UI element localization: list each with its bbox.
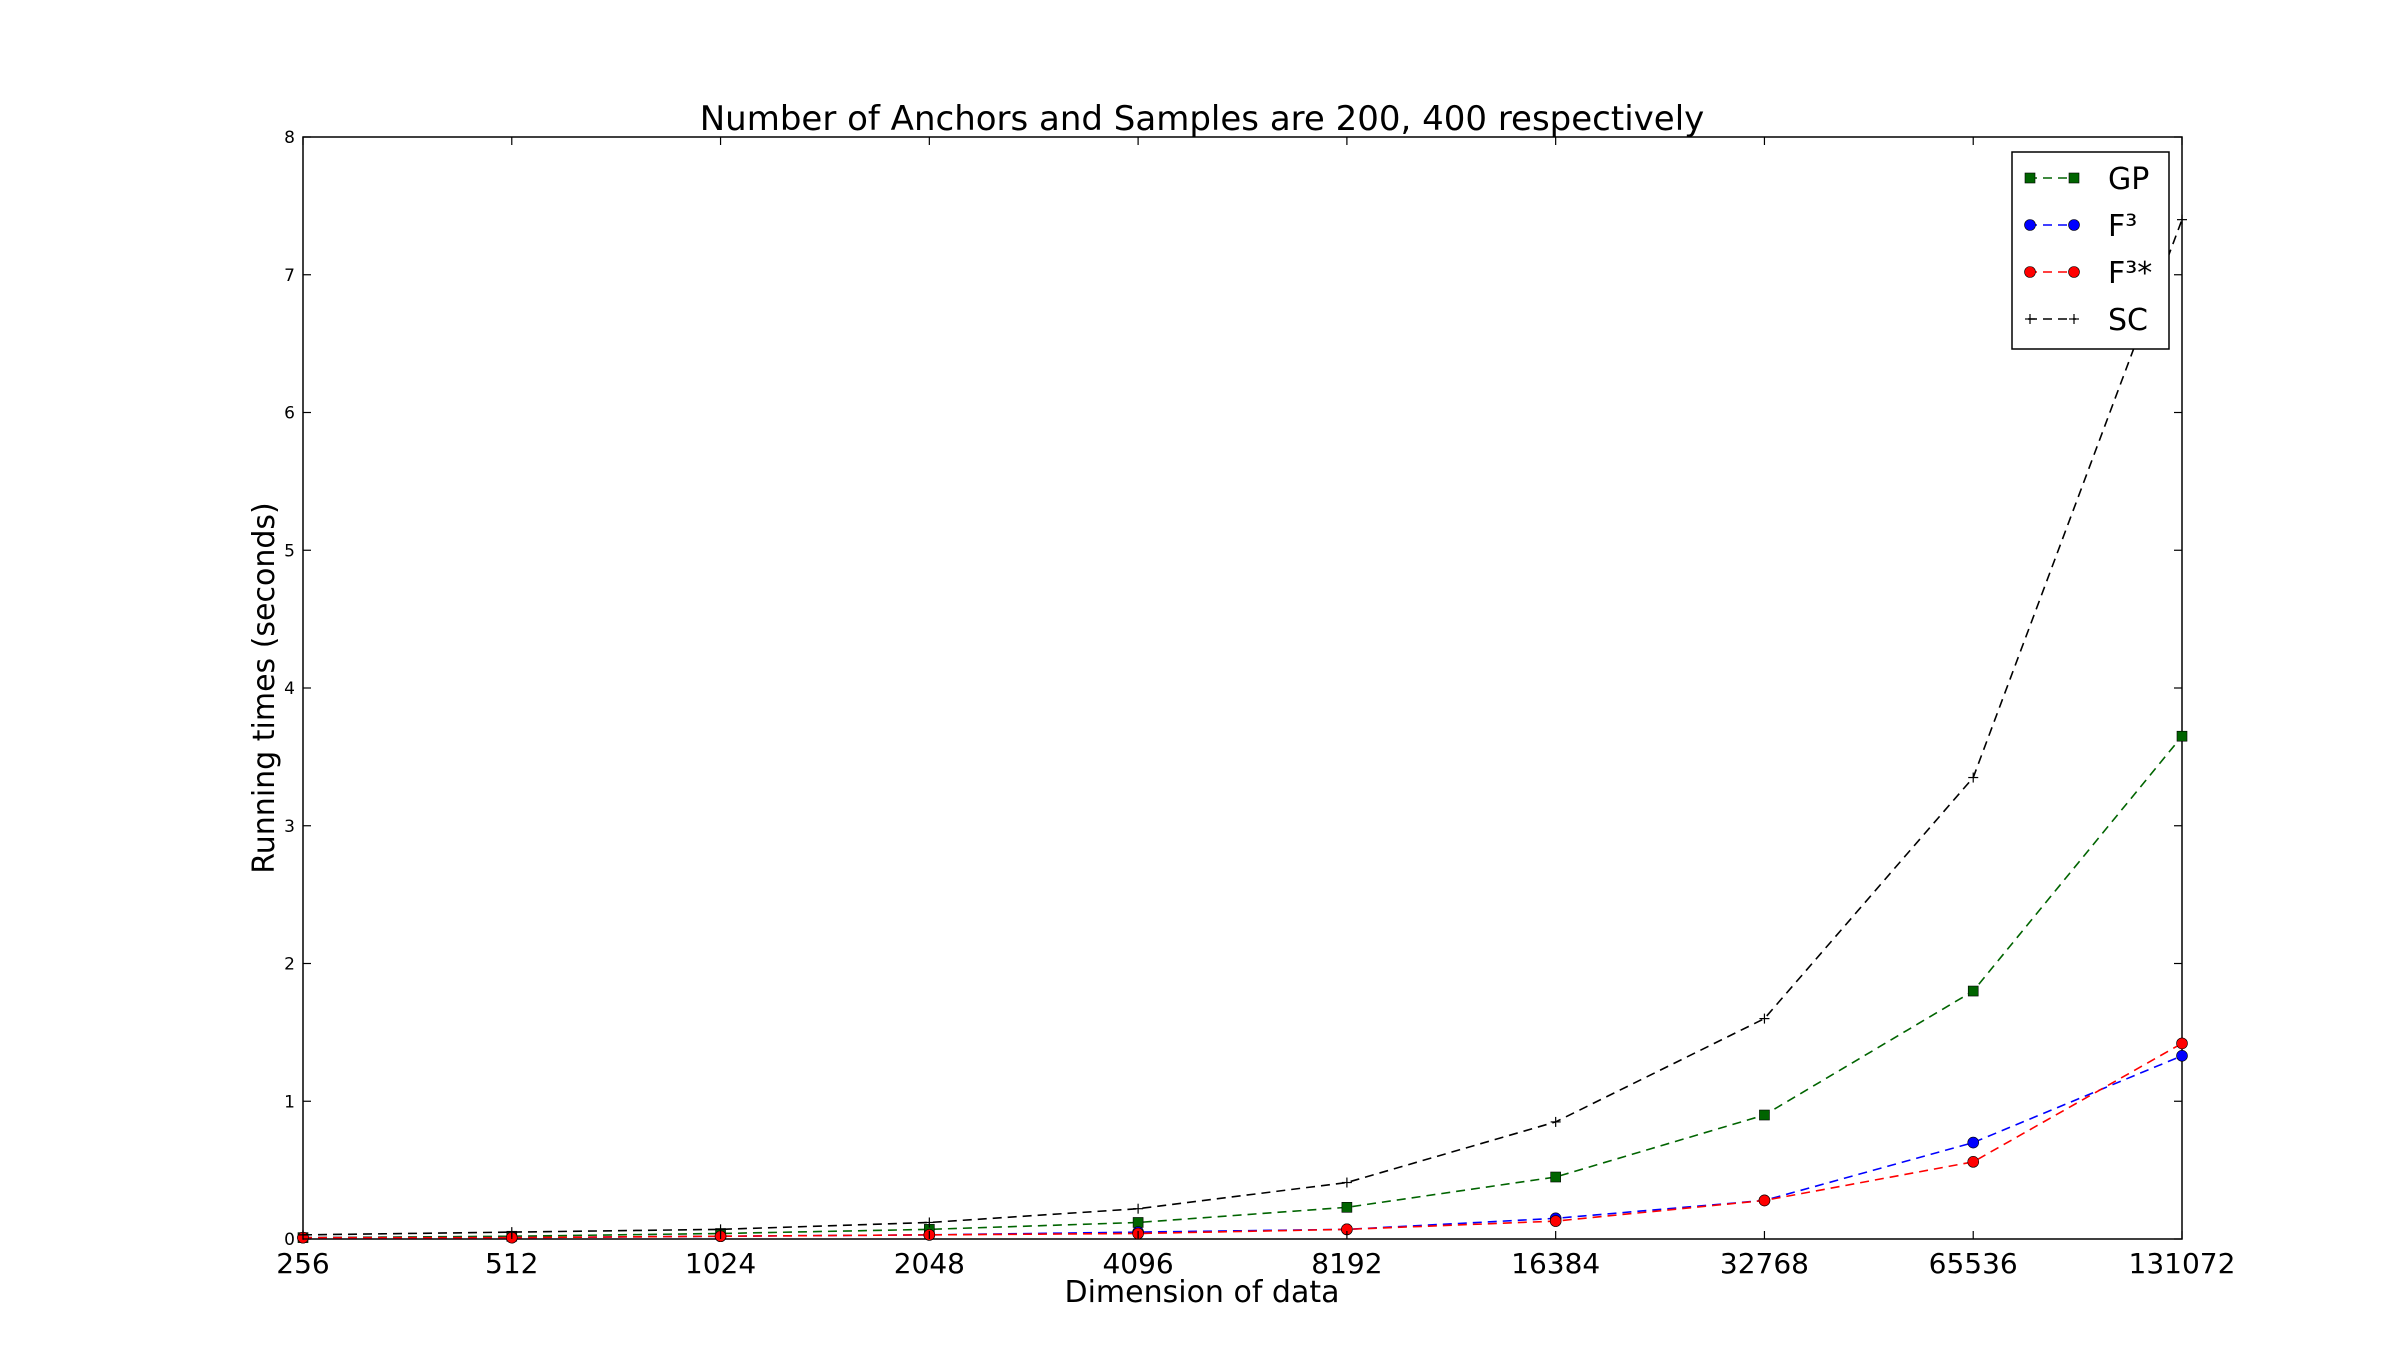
legend-marker xyxy=(2068,219,2080,231)
series-0-point xyxy=(1132,1217,1144,1228)
x-tick-label: 8192 xyxy=(1311,1247,1382,1280)
y-tick-label: 4 xyxy=(284,679,295,699)
series-3-point xyxy=(1968,772,1979,783)
legend-box xyxy=(2011,151,2170,350)
legend-entry-label: SC xyxy=(2108,303,2148,338)
x-tick-label: 32768 xyxy=(1720,1247,1809,1280)
legend-marker xyxy=(2024,219,2036,231)
series-0-point xyxy=(1550,1171,1561,1183)
chart-title: Number of Anchors and Samples are 200, 4… xyxy=(700,99,1705,139)
series-1-point xyxy=(1967,1136,1980,1149)
y-tick-label: 2 xyxy=(284,955,295,975)
x-tick-label: 16384 xyxy=(1511,1247,1600,1280)
series-line-0 xyxy=(302,735,2183,1239)
legend-entry-label: F³ xyxy=(2108,209,2137,244)
y-tick-label: 7 xyxy=(284,266,295,286)
series-2-point xyxy=(2176,1037,2188,1050)
y-tick-label: 0 xyxy=(284,1230,295,1250)
series-0-point xyxy=(2176,730,2188,742)
x-tick-label: 256 xyxy=(276,1247,329,1280)
y-tick-label: 8 xyxy=(284,128,295,148)
series-3-point xyxy=(1759,1013,1770,1024)
plot-area xyxy=(297,136,2188,1244)
series-0-point xyxy=(1967,985,1979,997)
series-0-point xyxy=(1341,1202,1353,1213)
y-axis-label: Running times (seconds) xyxy=(247,502,282,873)
x-tick-label: 4096 xyxy=(1102,1247,1173,1280)
series-line-2 xyxy=(303,1042,2183,1239)
legend-marker xyxy=(2024,172,2036,184)
series-3-point xyxy=(2177,214,2187,225)
series-3-point xyxy=(1550,1116,1561,1127)
series-3-point xyxy=(924,1217,935,1228)
series-2-point xyxy=(1549,1215,1562,1227)
legend-marker xyxy=(2069,314,2079,324)
x-tick-label: 65536 xyxy=(1929,1247,2018,1280)
x-tick-label: 131072 xyxy=(2129,1247,2236,1280)
x-axis-label: Dimension of data xyxy=(1064,1275,1339,1310)
y-axis: 0 1 2 3 4 5 6 7 8 xyxy=(284,128,2182,1250)
x-axis: 256 512 1024 2048 4096 8192 16384 32768 65536 131… xyxy=(276,137,2235,1280)
y-tick-label: 5 xyxy=(284,541,295,561)
series-3-point xyxy=(1341,1177,1352,1188)
y-tick-label: 3 xyxy=(284,817,295,837)
series-line-1 xyxy=(303,1055,2183,1239)
series-line-3 xyxy=(302,219,2183,1236)
legend-entry-label: GP xyxy=(2108,162,2149,197)
legend-marker xyxy=(2024,266,2036,278)
x-tick-label: 2048 xyxy=(894,1247,965,1280)
legend: GP F³ F³* SC xyxy=(2011,151,2170,350)
plot-frame xyxy=(302,136,2183,1240)
legend-marker xyxy=(2068,266,2080,278)
legend-marker xyxy=(2068,172,2080,184)
series-2-point xyxy=(1758,1194,1771,1207)
series-1-point xyxy=(2176,1049,2188,1062)
y-tick-label: 1 xyxy=(284,1092,295,1112)
x-tick-label: 1024 xyxy=(685,1247,756,1280)
x-tick-label: 512 xyxy=(485,1247,538,1280)
series-0-point xyxy=(1759,1109,1770,1121)
legend-entry-label: F³* xyxy=(2108,256,2152,291)
legend-marker xyxy=(2025,314,2035,324)
series-2-point xyxy=(1967,1156,1980,1168)
series-3-point xyxy=(1133,1203,1144,1214)
y-tick-label: 6 xyxy=(284,404,295,424)
